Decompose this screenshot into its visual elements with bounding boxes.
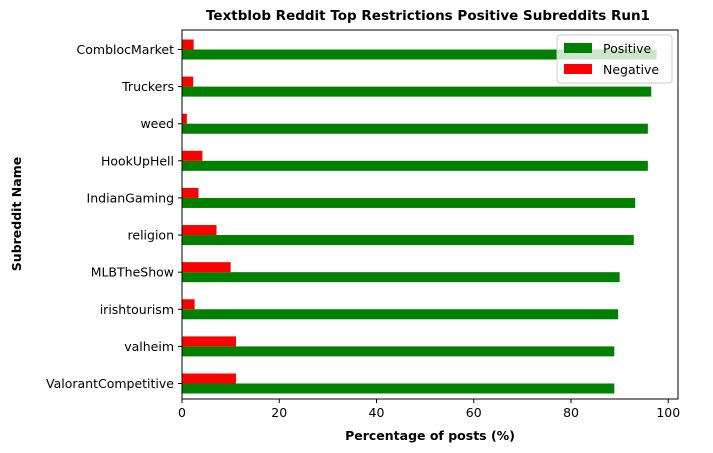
legend: Positive Negative — [556, 34, 673, 84]
bar-positive-comblocmarket — [182, 49, 657, 60]
x-tick-label-0: 0 — [178, 405, 186, 420]
bar-negative-valheim — [182, 336, 236, 347]
legend-swatch-positive — [564, 43, 592, 53]
bar-positive-valheim — [182, 346, 615, 357]
bar-negative-truckers — [182, 76, 194, 87]
x-tick-label-80: 80 — [563, 405, 579, 420]
x-tick-label-40: 40 — [369, 405, 385, 420]
y-axis-label: Subreddit Name — [9, 157, 24, 271]
bars-group — [182, 39, 657, 394]
y-tick-label-weed: weed — [140, 116, 174, 131]
y-tick-label-truckers: Truckers — [121, 79, 174, 94]
y-tick-label-mlbtheshow: MLBTheShow — [91, 265, 174, 280]
bar-negative-valorantcompetitive — [182, 373, 236, 384]
x-tick-label-100: 100 — [656, 405, 680, 420]
y-tick-label-religion: religion — [128, 228, 174, 243]
bar-negative-weed — [182, 113, 187, 124]
y-tick-label-irishtourism: irishtourism — [100, 302, 174, 317]
y-tick-label-hookuphell: HookUpHell — [101, 153, 174, 168]
bar-negative-mlbtheshow — [182, 262, 231, 273]
bar-positive-indiangaming — [182, 197, 636, 208]
y-axis-ticks: ComblocMarket Truckers weed HookUpHell India… — [46, 42, 182, 391]
legend-label-positive: Positive — [603, 41, 651, 56]
bar-positive-mlbtheshow — [182, 272, 620, 283]
x-tick-label-20: 20 — [271, 405, 287, 420]
y-tick-label-valorantcompetitive: ValorantCompetitive — [46, 376, 174, 391]
bar-positive-hookuphell — [182, 160, 648, 171]
x-axis-label: Percentage of posts (%) — [345, 428, 515, 443]
bar-positive-valorantcompetitive — [182, 383, 615, 394]
chart-title: Textblob Reddit Top Restrictions Positiv… — [206, 8, 650, 24]
bar-positive-truckers — [182, 86, 652, 97]
bar-positive-irishtourism — [182, 309, 619, 320]
legend-label-negative: Negative — [603, 62, 659, 77]
bar-negative-religion — [182, 225, 217, 236]
plot-area — [182, 30, 678, 399]
bar-negative-comblocmarket — [182, 39, 194, 50]
legend-swatch-negative — [564, 64, 592, 74]
bar-negative-indiangaming — [182, 187, 199, 198]
x-axis-ticks: 0 20 40 60 80 100 — [178, 399, 680, 420]
y-tick-label-valheim: valheim — [124, 339, 174, 354]
y-tick-label-comblocmarket: ComblocMarket — [77, 42, 175, 57]
bar-negative-hookuphell — [182, 150, 203, 161]
plot-frame — [181, 29, 679, 400]
bar-negative-irishtourism — [182, 299, 195, 310]
bar-positive-religion — [182, 235, 634, 246]
x-tick-label-60: 60 — [466, 405, 482, 420]
bar-positive-weed — [182, 123, 648, 134]
y-tick-label-indiangaming: IndianGaming — [87, 190, 174, 205]
